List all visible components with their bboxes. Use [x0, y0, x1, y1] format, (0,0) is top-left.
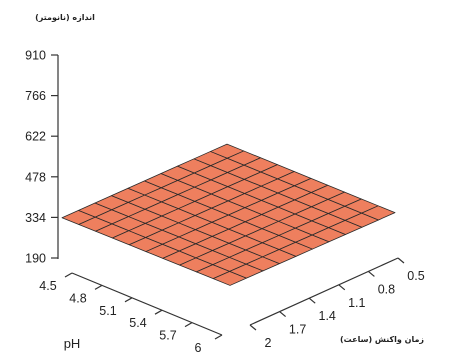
ph-tick-mark [215, 335, 222, 339]
ph-tick-mark [155, 310, 162, 314]
ph-tick-mark [65, 273, 72, 277]
time-tick-mark [280, 312, 286, 317]
z-axis-title: اندازه (نانومتر) [35, 13, 95, 22]
time-tick-mark [368, 271, 374, 276]
ph-axis-title: pH [64, 336, 81, 351]
z-tick-label: 766 [25, 89, 46, 103]
time-tick-mark [309, 298, 315, 303]
ph-tick-label: 6 [195, 341, 202, 355]
time-tick-label: 2 [265, 336, 272, 350]
z-tick-label: 190 [25, 252, 46, 266]
ph-tick-label: 5.1 [99, 304, 116, 318]
time-tick-label: 1.1 [348, 296, 365, 310]
z-tick-label: 910 [25, 49, 46, 63]
z-tick-label: 334 [25, 211, 46, 225]
time-axis-title: زمان واکنش (ساعت) [340, 335, 424, 345]
ph-tick-label: 4.5 [39, 279, 56, 293]
time-tick-mark [398, 258, 404, 263]
time-tick-label: 1.7 [289, 323, 306, 337]
time-tick-label: 1.4 [319, 309, 336, 323]
ph-tick-mark [185, 323, 192, 327]
z-tick-label: 478 [25, 170, 46, 184]
time-tick-mark [339, 285, 345, 290]
ph-tick-label: 5.7 [159, 329, 176, 343]
ph-tick-label: 5.4 [129, 316, 146, 330]
ph-axis-line [72, 273, 222, 335]
ph-tick-mark [125, 298, 132, 302]
time-tick-mark [250, 325, 256, 330]
z-tick-label: 622 [25, 130, 46, 144]
time-tick-label: 0.5 [407, 269, 424, 283]
ph-tick-mark [95, 285, 102, 289]
ph-tick-label: 4.8 [69, 291, 86, 305]
time-tick-label: 0.8 [378, 282, 395, 296]
